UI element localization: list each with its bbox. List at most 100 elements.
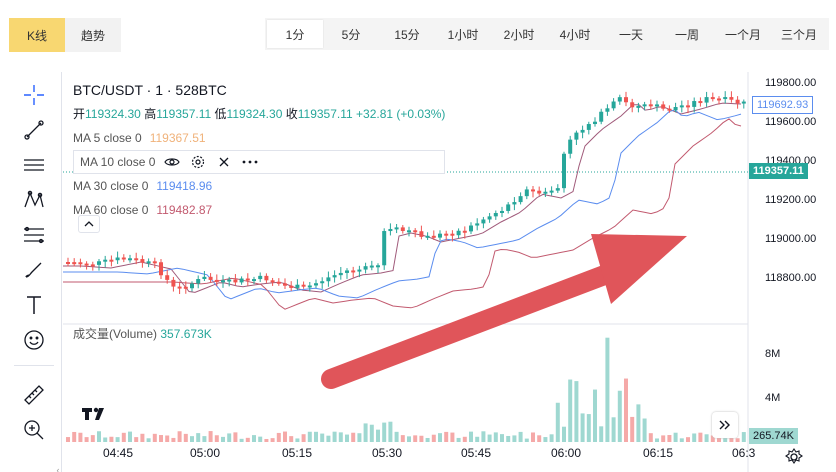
scroll-to-latest-button[interactable]: [712, 412, 738, 438]
volume-bar: [208, 431, 213, 442]
candle-body: [109, 259, 114, 262]
ma30-row: MA 30 close 0 119418.96: [73, 179, 213, 193]
toolbar-collapse-handle[interactable]: ‹: [56, 465, 60, 472]
tf-1mo[interactable]: 一个月: [724, 27, 761, 42]
trend-line-icon[interactable]: [19, 115, 49, 145]
candle-body: [394, 227, 399, 230]
candle-body: [258, 275, 263, 280]
candle-body: [500, 210, 504, 214]
tab-kline[interactable]: K线: [9, 18, 65, 52]
volume-bar: [338, 432, 343, 442]
candle-body: [233, 279, 238, 283]
settings-gear-icon[interactable]: [785, 448, 803, 466]
volume-bar: [345, 434, 349, 442]
chart-area[interactable]: BTC/USDT · 1 · 528BTC 开119324.30 高119357…: [63, 72, 836, 472]
tf-1h[interactable]: 1小时: [447, 27, 479, 42]
tf-1m[interactable]: 1分: [267, 20, 323, 48]
volume-bar: [605, 337, 610, 442]
candle-body: [140, 259, 145, 263]
toolbar-divider: [14, 365, 54, 366]
volume-bar: [152, 433, 157, 442]
candle-body: [72, 262, 77, 265]
candle-body: [376, 265, 380, 268]
fib-icon[interactable]: [19, 220, 49, 250]
tf-1w[interactable]: 一周: [674, 27, 699, 42]
volume-bar: [648, 433, 653, 442]
candle-body: [493, 213, 498, 217]
last-price-badge: 119357.11: [749, 163, 808, 179]
volume-bar: [438, 433, 442, 442]
volume-bar: [462, 436, 467, 442]
candle-body: [363, 266, 368, 270]
ruler-icon[interactable]: [19, 380, 49, 410]
emoji-icon[interactable]: [19, 325, 49, 355]
candle-body: [128, 258, 132, 261]
price-tick: 119800.00: [765, 77, 817, 89]
candle-body: [599, 111, 604, 122]
volume-bar: [177, 431, 182, 442]
volume-bar: [630, 416, 635, 442]
candle-body: [152, 261, 157, 264]
tf-15m[interactable]: 15分: [394, 27, 420, 42]
volume-bar: [332, 431, 337, 442]
candle-body: [704, 97, 709, 103]
pattern-icon[interactable]: [19, 185, 49, 215]
ma10-row[interactable]: MA 10 close 0: [73, 150, 446, 174]
volume-bar: [481, 431, 486, 442]
time-tick: 04:45: [103, 446, 134, 460]
time-tick: 05:45: [461, 446, 492, 460]
candle-body: [469, 225, 473, 232]
tf-1d[interactable]: 一天: [618, 27, 643, 42]
candle-body: [369, 265, 374, 268]
tf-3mo[interactable]: 三个月: [780, 27, 817, 42]
volume-bar: [524, 438, 529, 442]
volume-bar: [586, 414, 591, 442]
volume-bar: [698, 432, 703, 442]
volume-bar: [66, 437, 70, 442]
tf-5m[interactable]: 5分: [341, 27, 361, 42]
candle-body: [307, 285, 312, 288]
candle-body: [710, 97, 715, 100]
candle-body: [648, 104, 653, 107]
tf-4h[interactable]: 4小时: [559, 27, 591, 42]
volume-bar: [710, 435, 715, 442]
volume-bar: [741, 432, 746, 442]
candle-body: [679, 105, 684, 108]
candle-body: [611, 101, 616, 109]
candle-body: [624, 97, 628, 103]
volume-bar: [369, 424, 374, 442]
volume-bar: [252, 435, 256, 442]
more-icon[interactable]: [241, 153, 259, 171]
candle-body: [301, 284, 306, 287]
tab-trend[interactable]: 趋势: [65, 18, 121, 52]
candle-body: [388, 228, 393, 232]
candle-body: [78, 262, 83, 265]
volume-bar: [109, 436, 114, 442]
legend-collapse-button[interactable]: [78, 215, 100, 233]
price-tick: 119000.00: [765, 233, 817, 245]
candle-body: [518, 196, 523, 203]
volume-bar: [487, 434, 492, 442]
crosshair-icon[interactable]: [19, 80, 49, 110]
volume-bar: [679, 438, 684, 442]
eye-icon[interactable]: [163, 153, 181, 171]
candle-body: [103, 259, 108, 262]
volume-bar: [723, 437, 728, 442]
tradingview-logo[interactable]: [76, 402, 112, 426]
volume-bar: [382, 422, 387, 442]
close-icon[interactable]: [215, 153, 233, 171]
horizontal-lines-icon[interactable]: [19, 150, 49, 180]
tf-2h[interactable]: 2小时: [503, 27, 535, 42]
candlestick-chart[interactable]: [63, 72, 836, 472]
candle-body: [419, 231, 424, 237]
candle-body: [735, 99, 740, 104]
brush-icon[interactable]: [19, 255, 49, 285]
volume-bar: [245, 437, 250, 442]
zoom-in-icon[interactable]: [19, 415, 49, 445]
volume-bar: [704, 434, 709, 442]
text-icon[interactable]: [19, 290, 49, 320]
annotation-arrow[interactable]: [321, 234, 687, 389]
candle-body: [183, 286, 188, 289]
volume-badge: 265.74K: [749, 428, 798, 444]
gear-icon[interactable]: [189, 153, 207, 171]
